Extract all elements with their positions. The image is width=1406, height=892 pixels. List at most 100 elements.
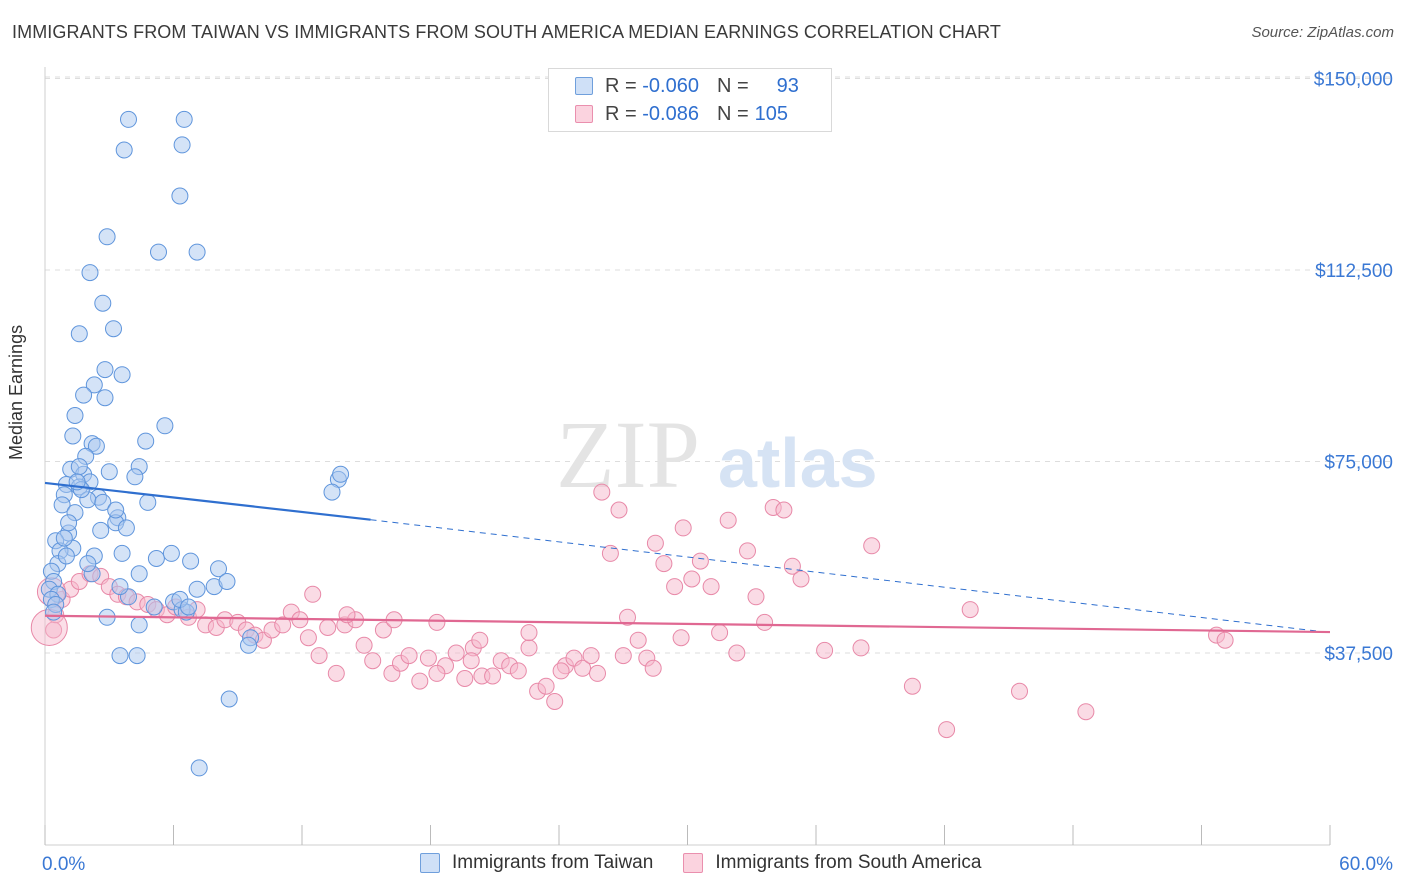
data-point-south-america — [520, 639, 538, 657]
data-point-south-america — [739, 542, 756, 560]
data-point-taiwan — [111, 578, 129, 596]
data-point-south-america — [462, 652, 480, 670]
data-point-south-america — [419, 649, 437, 667]
data-point-taiwan — [105, 320, 122, 338]
data-point-taiwan — [113, 544, 131, 562]
data-point-taiwan — [128, 647, 146, 665]
data-point-taiwan — [218, 573, 236, 590]
data-point-south-america — [593, 483, 611, 501]
legend-n-label: N = — [716, 74, 749, 97]
legend-n-value: 93 — [776, 74, 799, 97]
data-point-taiwan — [115, 141, 133, 159]
trend-line-taiwan-extrapolated — [370, 519, 1331, 634]
data-point-taiwan — [188, 580, 206, 598]
watermark-atlas: atlas — [718, 424, 878, 502]
data-point-taiwan — [64, 427, 82, 445]
trend-line-taiwan — [44, 481, 371, 521]
data-point-south-america — [783, 557, 801, 575]
watermark: ZIP atlas — [556, 401, 878, 508]
data-point-south-america — [646, 534, 664, 552]
data-point-south-america — [411, 672, 429, 690]
legend-swatch-south-america — [683, 853, 704, 873]
y-tick-label: $150,000 — [1314, 70, 1393, 91]
data-point-taiwan — [55, 529, 73, 547]
data-point-taiwan — [210, 560, 227, 578]
data-point-taiwan — [100, 463, 118, 481]
data-point-south-america — [509, 662, 527, 680]
data-point-taiwan — [45, 603, 63, 621]
data-point-taiwan — [175, 110, 193, 128]
data-point-south-america — [582, 647, 600, 665]
data-point-taiwan — [137, 432, 155, 450]
data-point-south-america — [304, 585, 322, 603]
data-point-south-america — [374, 621, 392, 639]
data-point-south-america — [471, 631, 489, 649]
data-point-south-america — [310, 647, 328, 665]
legend-r-label: R = — [605, 74, 637, 97]
data-point-taiwan — [66, 407, 84, 424]
data-point-south-america — [274, 616, 292, 634]
data-point-south-america — [719, 511, 737, 529]
legend-r-value: -0.086 — [642, 102, 699, 125]
y-tick-label: $112,500 — [1315, 261, 1393, 282]
x-tick-labels: 0.0% 60.0% — [42, 854, 1393, 875]
data-point-taiwan — [323, 483, 341, 501]
data-point-south-america — [674, 519, 692, 537]
grid-lines — [45, 76, 1395, 654]
legend-r-value: -0.060 — [642, 74, 699, 97]
data-point-taiwan — [139, 493, 157, 511]
series-south-america — [30, 483, 1234, 739]
data-point-taiwan — [180, 598, 197, 616]
data-point-south-america — [299, 629, 317, 647]
trend-lines — [44, 481, 1331, 634]
data-point-south-america — [728, 644, 746, 662]
data-point-south-america — [546, 693, 564, 710]
y-tick-label: $75,000 — [1324, 453, 1393, 474]
data-point-taiwan — [85, 376, 103, 394]
data-point-south-america — [574, 659, 592, 677]
data-point-taiwan — [57, 547, 75, 565]
data-point-taiwan — [70, 325, 88, 343]
data-point-taiwan — [98, 228, 116, 246]
y-tick-label: $37,500 — [1324, 644, 1393, 665]
data-point-taiwan — [332, 465, 350, 483]
data-point-taiwan — [87, 437, 105, 455]
data-point-taiwan — [162, 544, 180, 562]
data-point-south-america — [355, 636, 373, 654]
data-point-south-america — [702, 578, 720, 596]
data-point-south-america — [428, 613, 446, 631]
data-point-south-america — [1011, 682, 1028, 700]
chart-title: IMMIGRANTS FROM TAIWAN VS IMMIGRANTS FRO… — [12, 22, 1001, 42]
trend-line-south-america — [44, 614, 1331, 634]
series-taiwan — [40, 110, 350, 777]
data-point-south-america — [711, 624, 729, 642]
legend-row-south-america: R = -0.086 N = 105 — [549, 101, 788, 127]
data-point-south-america — [456, 670, 474, 687]
data-point-taiwan — [120, 110, 137, 128]
data-point-south-america — [1077, 703, 1095, 721]
legend-swatch-taiwan — [575, 77, 593, 95]
data-point-taiwan — [130, 616, 148, 634]
data-point-south-america — [792, 570, 810, 588]
data-point-south-america — [691, 552, 709, 570]
data-point-taiwan — [113, 366, 131, 384]
data-point-south-america — [614, 647, 632, 665]
data-point-taiwan — [117, 519, 135, 537]
data-point-south-america — [601, 544, 619, 562]
data-point-south-america — [683, 570, 701, 588]
source-label: Source: ZipAtlas.com — [1251, 24, 1394, 41]
data-point-taiwan — [94, 493, 112, 511]
data-point-taiwan — [126, 468, 144, 486]
data-point-taiwan — [70, 458, 88, 476]
data-point-taiwan — [53, 496, 71, 514]
legend-swatch-taiwan — [420, 853, 440, 873]
data-point-taiwan — [81, 264, 99, 282]
data-point-taiwan — [171, 187, 189, 205]
data-point-taiwan — [107, 501, 125, 519]
data-point-south-america — [319, 619, 337, 636]
legend-n-value: 105 — [754, 102, 789, 125]
data-point-taiwan — [173, 136, 191, 154]
data-point-south-america — [863, 537, 881, 555]
data-point-taiwan — [75, 386, 93, 404]
data-point-south-america — [327, 664, 345, 682]
